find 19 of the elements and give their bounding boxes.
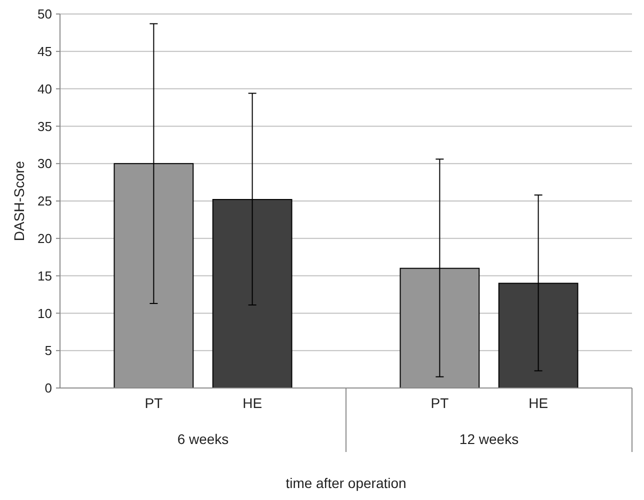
y-tick-label: 5 xyxy=(44,343,52,358)
y-tick-label: 40 xyxy=(38,81,52,96)
y-tick-label: 0 xyxy=(44,380,52,396)
y-tick-label: 30 xyxy=(38,156,52,172)
y-tick-label: 20 xyxy=(38,230,52,246)
y-axis-title: DASH-Score xyxy=(11,160,27,242)
x-tick-label: 12 weeks xyxy=(459,431,519,447)
series-label: HE xyxy=(242,395,262,411)
series-label: PT xyxy=(144,395,164,411)
x-axis-title: time after operation xyxy=(286,475,406,491)
text: HE xyxy=(528,395,548,411)
y-tick-label: 35 xyxy=(38,118,52,134)
y-tick-label: 10 xyxy=(38,306,52,321)
x-tick-label: 6 weeks xyxy=(177,431,229,447)
y-tick-label: 45 xyxy=(38,44,52,59)
y-tick-label: 50 xyxy=(38,6,52,22)
y-tick-label: 15 xyxy=(38,268,52,284)
y-tick-label: 25 xyxy=(38,194,52,209)
text: PT xyxy=(430,395,449,411)
